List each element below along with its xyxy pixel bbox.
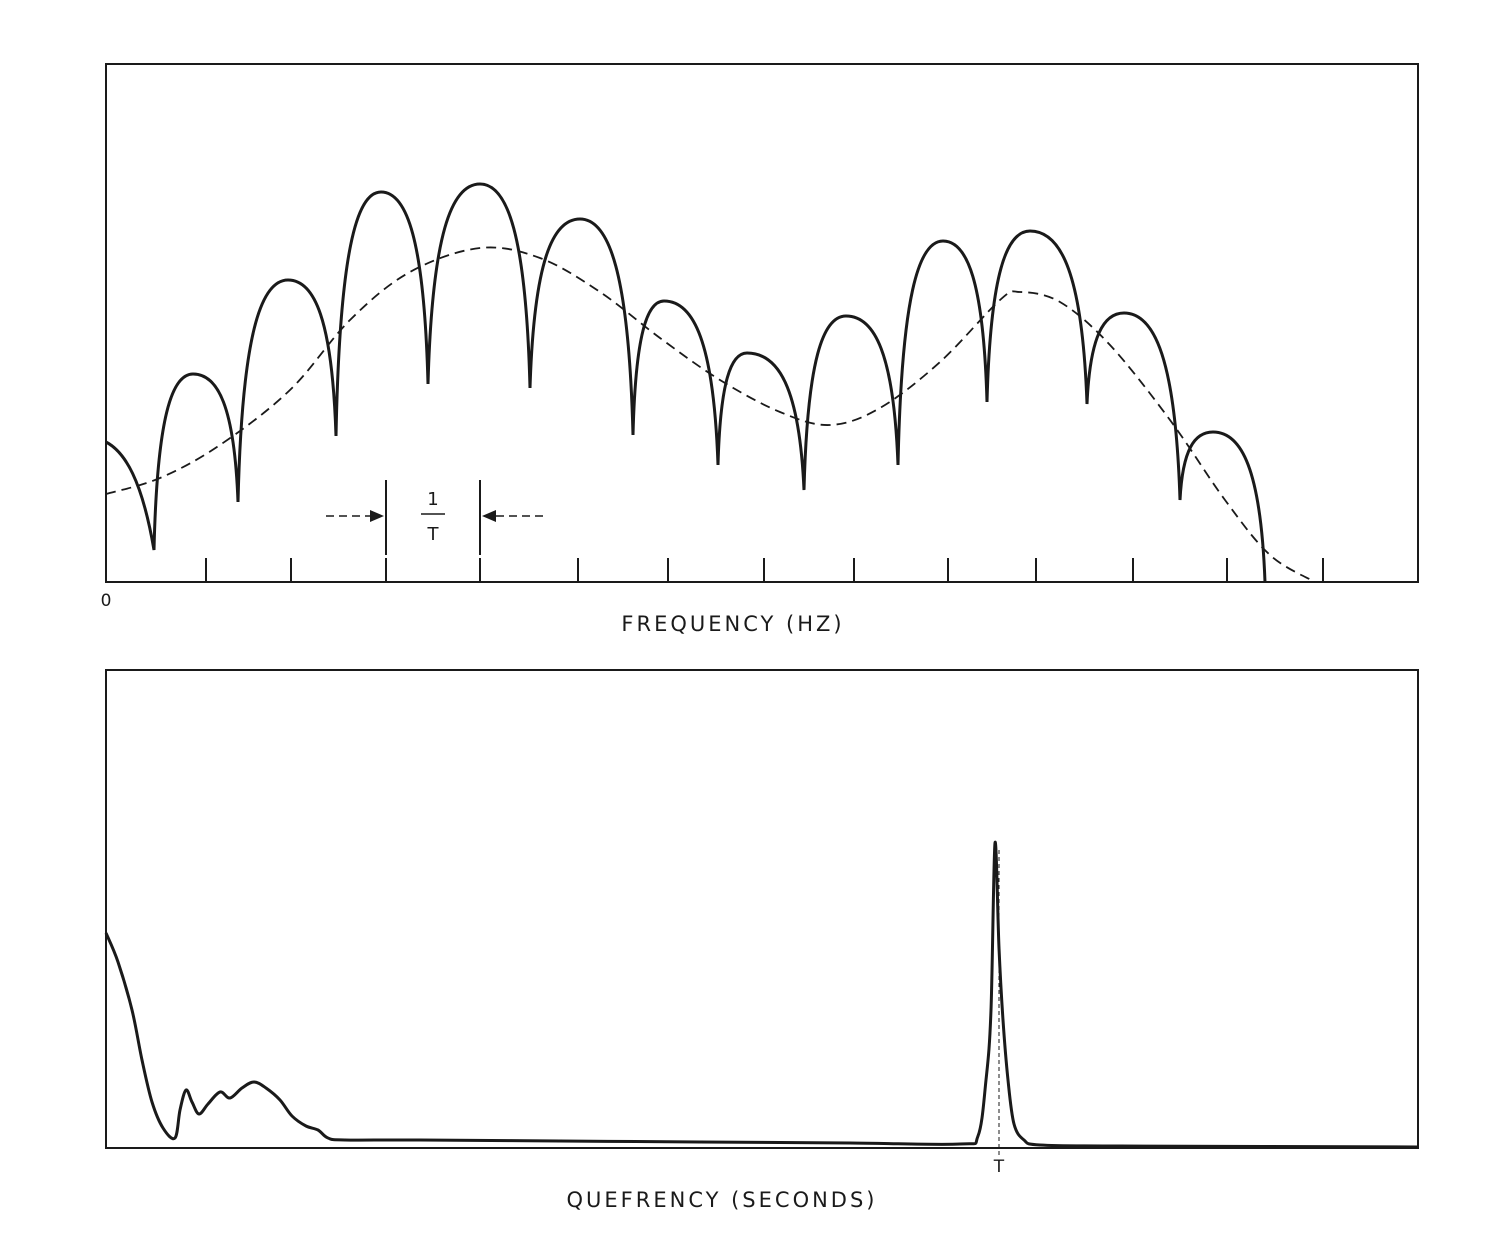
spectrum-frame bbox=[105, 63, 1419, 583]
annotation-arrow-left-head bbox=[370, 510, 384, 522]
x-tick-label-T: T bbox=[993, 1157, 1005, 1177]
annotation-denominator: T bbox=[427, 524, 440, 545]
x-axis-label-frequency: FREQUENCY (HZ) bbox=[621, 612, 844, 636]
x-axis-label-quefrency: QUEFRENCY (SECONDS) bbox=[567, 1188, 878, 1212]
spectrum-panel: 1 T 0 FREQUENCY (HZ) bbox=[101, 63, 1419, 636]
x-tick-label-zero: 0 bbox=[101, 591, 112, 611]
cepstrum-panel: T QUEFRENCY (SECONDS) bbox=[104, 669, 1419, 1212]
cepstrum-curve bbox=[104, 840, 1419, 1149]
cepstrum-frame bbox=[105, 669, 1419, 1149]
spectral-envelope-dashed bbox=[105, 246, 1316, 583]
spectrum-ticks bbox=[205, 558, 1324, 582]
annotation-arrow-right-head bbox=[482, 510, 496, 522]
annotation-numerator: 1 bbox=[427, 489, 438, 510]
period-annotation: 1 T bbox=[326, 480, 543, 555]
harmonic-spectrum-solid bbox=[105, 182, 1267, 583]
